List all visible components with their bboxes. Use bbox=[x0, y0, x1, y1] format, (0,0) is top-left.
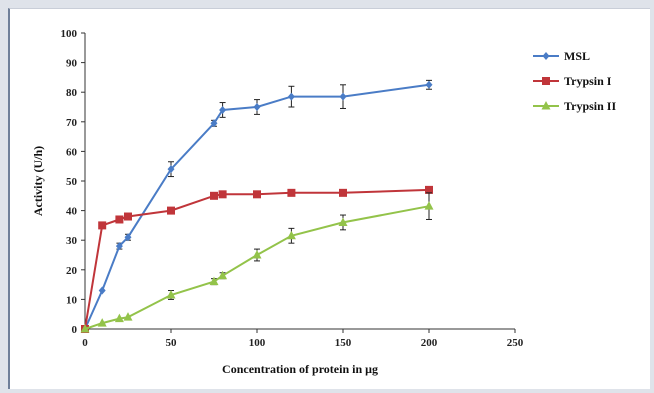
data-point-trypsin-i bbox=[287, 188, 296, 197]
data-point-msl bbox=[124, 233, 132, 242]
data-point-trypsin-ii bbox=[338, 217, 348, 226]
data-point-trypsin-i bbox=[253, 190, 261, 199]
chart-figure: 0 10 20 30 40 50 60 70 80 90 100 0 50 100 150 200 250 Con… bbox=[8, 8, 650, 389]
legend-item-trypsin-ii: Trypsin II bbox=[533, 99, 616, 113]
y-tick-label: 0 bbox=[72, 324, 78, 336]
data-point-msl bbox=[210, 119, 218, 128]
y-tick-label: 90 bbox=[66, 58, 78, 70]
legend-item-trypsin-i: Trypsin I bbox=[533, 74, 612, 88]
data-point-msl bbox=[219, 105, 227, 114]
x-tick-label: 100 bbox=[249, 337, 266, 349]
data-point-msl bbox=[287, 92, 295, 101]
data-point-trypsin-ii bbox=[123, 312, 133, 321]
x-tick-label: 150 bbox=[335, 337, 352, 349]
data-point-trypsin-ii bbox=[80, 324, 90, 333]
y-tick-label: 100 bbox=[61, 28, 78, 40]
data-point-msl bbox=[115, 242, 123, 251]
x-tick-label: 250 bbox=[507, 337, 524, 349]
x-tick-label: 50 bbox=[166, 337, 178, 349]
y-axis-title: Activity (U/h) bbox=[31, 146, 45, 216]
data-point-trypsin-ii bbox=[218, 270, 228, 280]
y-tick-label: 10 bbox=[66, 294, 78, 306]
data-point-trypsin-ii bbox=[114, 313, 124, 323]
y-tick-label: 60 bbox=[66, 146, 78, 158]
line-chart: 0 10 20 30 40 50 60 70 80 90 100 0 50 100 150 200 250 Con… bbox=[31, 28, 616, 376]
data-point-trypsin-i bbox=[425, 185, 433, 194]
legend-label: Trypsin II bbox=[564, 99, 616, 113]
y-tick-label: 30 bbox=[66, 235, 78, 247]
data-point-msl bbox=[425, 80, 433, 89]
data-point-trypsin-ii bbox=[252, 250, 262, 259]
data-point-msl bbox=[98, 286, 106, 295]
legend-item-msl: MSL bbox=[533, 49, 590, 63]
data-point-trypsin-ii bbox=[286, 230, 296, 240]
x-tick-label: 200 bbox=[421, 337, 438, 349]
y-tick-label: 50 bbox=[66, 176, 78, 188]
data-point-trypsin-i bbox=[115, 215, 124, 224]
series-trypsin-ii bbox=[80, 192, 434, 333]
legend-marker bbox=[541, 101, 551, 110]
legend-label: Trypsin I bbox=[564, 74, 612, 88]
data-point-trypsin-i bbox=[167, 206, 175, 215]
data-point-trypsin-i bbox=[124, 212, 132, 221]
data-point-trypsin-ii bbox=[424, 201, 434, 210]
data-point-trypsin-ii bbox=[166, 289, 176, 299]
legend-label: MSL bbox=[564, 49, 590, 63]
legend-marker bbox=[542, 77, 550, 85]
data-point-msl bbox=[253, 103, 261, 111]
x-axis-title: Concentration of protein in μg bbox=[222, 362, 378, 376]
data-point-trypsin-ii bbox=[97, 318, 107, 327]
data-point-trypsin-i bbox=[339, 188, 347, 197]
data-point-trypsin-ii bbox=[209, 276, 219, 286]
data-point-trypsin-i bbox=[218, 190, 227, 199]
legend-marker bbox=[542, 52, 550, 60]
data-point-msl bbox=[167, 165, 175, 174]
data-point-trypsin-i bbox=[98, 221, 107, 230]
series-line-msl bbox=[84, 83, 430, 330]
y-tick-label: 70 bbox=[66, 117, 78, 129]
data-point-trypsin-i bbox=[210, 191, 218, 200]
y-tick-label: 40 bbox=[66, 206, 78, 218]
y-tick-label: 80 bbox=[66, 87, 78, 99]
data-point-msl bbox=[339, 92, 347, 101]
y-tick-label: 20 bbox=[66, 265, 78, 277]
series-msl bbox=[81, 79, 433, 333]
x-tick-label: 0 bbox=[82, 337, 88, 349]
